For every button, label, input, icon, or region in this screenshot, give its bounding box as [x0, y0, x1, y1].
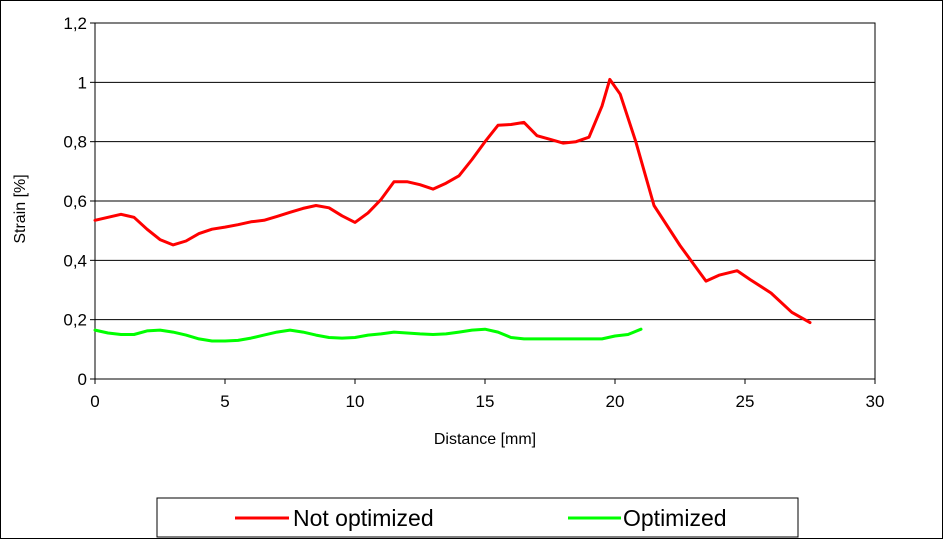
series-lines: [93, 77, 812, 343]
y-tick-label: 1,2: [63, 14, 87, 33]
y-axis-ticks: 0 0,2 0,4 0,6 0,8 1 1,2: [63, 14, 95, 389]
x-tick-label: 15: [476, 392, 495, 411]
legend-label-optimized: Optimized: [623, 505, 727, 531]
x-tick-label: 0: [90, 392, 99, 411]
y-tick-label: 1: [78, 73, 87, 92]
legend-label-not-optimized: Not optimized: [293, 505, 434, 531]
x-tick-label: 25: [736, 392, 755, 411]
y-tick-label: 0: [78, 370, 87, 389]
y-tick-label: 0,4: [63, 251, 87, 270]
series-line-not-optimized: [93, 77, 812, 325]
x-tick-label: 5: [220, 392, 229, 411]
gridlines: [95, 81, 875, 321]
x-tick-label: 30: [866, 392, 885, 411]
x-axis-title: Distance [mm]: [434, 431, 536, 448]
y-tick-label: 0,8: [63, 133, 87, 152]
x-tick-label: 20: [606, 392, 625, 411]
x-tick-label: 10: [346, 392, 365, 411]
series-line-optimized: [93, 327, 643, 343]
x-axis-ticks: 0 5 10 15 20 25 30: [90, 379, 884, 411]
y-axis-title: Strain [%]: [12, 174, 29, 243]
legend: Not optimized Optimized: [156, 497, 799, 538]
y-tick-label: 0,6: [63, 192, 87, 211]
y-tick-label: 0,2: [63, 311, 87, 330]
